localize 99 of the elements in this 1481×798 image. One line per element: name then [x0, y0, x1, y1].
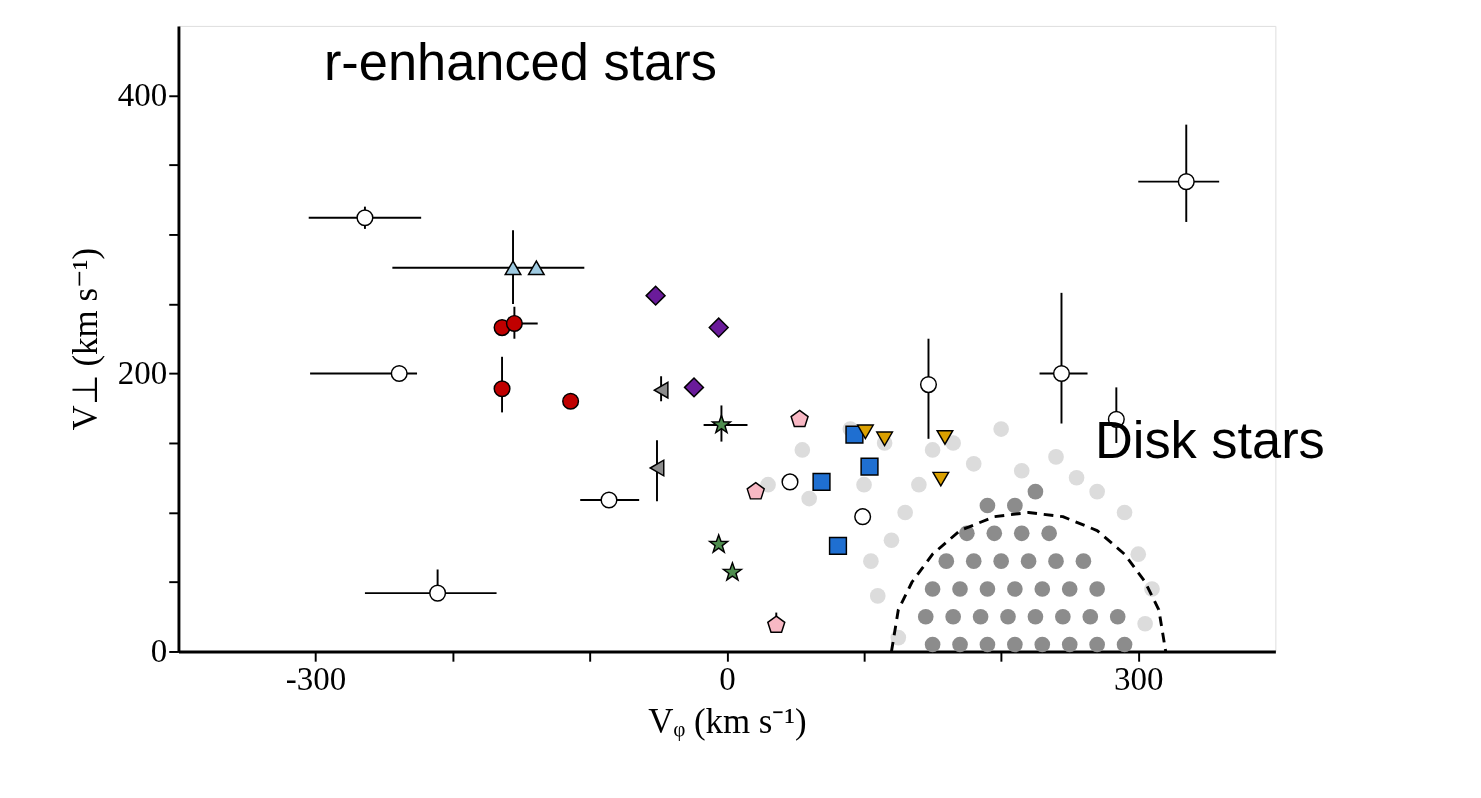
point	[1109, 608, 1126, 625]
point	[911, 476, 927, 493]
point	[794, 442, 811, 458]
point	[722, 562, 743, 581]
point	[828, 536, 848, 555]
point	[952, 636, 968, 653]
point	[979, 497, 996, 514]
point	[845, 425, 864, 444]
point	[860, 457, 879, 476]
point	[390, 364, 408, 383]
point	[1007, 581, 1023, 597]
point	[1116, 636, 1133, 653]
point	[897, 504, 913, 521]
y-tick-label: 400	[117, 76, 168, 113]
point	[965, 456, 982, 472]
point	[1013, 525, 1030, 542]
x-tick-label: 300	[1114, 660, 1164, 697]
point	[649, 459, 665, 477]
point	[504, 260, 522, 276]
point	[936, 429, 954, 445]
point	[1177, 173, 1195, 191]
point	[924, 581, 941, 597]
point	[493, 380, 511, 398]
point	[1007, 636, 1023, 653]
point	[760, 476, 776, 493]
annotation: Disk stars	[1094, 411, 1325, 470]
point	[1061, 636, 1078, 653]
point	[1052, 364, 1071, 383]
point	[1013, 462, 1030, 479]
point	[812, 472, 831, 492]
point	[919, 376, 938, 394]
point	[1061, 581, 1078, 597]
point	[1048, 553, 1064, 569]
point	[856, 476, 872, 493]
point	[993, 553, 1009, 569]
x-tick-label: 0	[719, 660, 736, 697]
point	[952, 581, 968, 597]
point	[917, 608, 934, 625]
point	[711, 414, 732, 434]
point	[993, 421, 1009, 437]
point	[1048, 449, 1064, 465]
point	[1027, 483, 1044, 500]
y-tick-label: 200	[117, 354, 168, 391]
y-tick-label: 0	[150, 632, 168, 669]
point	[1000, 608, 1016, 625]
point	[1089, 483, 1105, 500]
point	[562, 392, 580, 410]
point	[1055, 608, 1071, 625]
point	[1027, 608, 1044, 625]
point	[781, 473, 799, 491]
point	[1137, 615, 1153, 632]
point	[1034, 636, 1051, 653]
point	[1034, 581, 1051, 597]
point	[1068, 469, 1085, 486]
point	[645, 285, 666, 306]
point	[876, 431, 894, 447]
point	[801, 490, 818, 507]
x-tick-label: -300	[285, 660, 347, 697]
point	[527, 260, 545, 276]
point	[1007, 497, 1023, 514]
x-axis-title: Vᵩ (km s⁻¹)	[648, 702, 807, 742]
point	[790, 409, 809, 428]
point	[356, 209, 374, 227]
point	[746, 481, 765, 500]
point	[1089, 581, 1105, 597]
point	[945, 435, 961, 451]
point	[938, 553, 955, 569]
y-axis-title: V⊥ (km s⁻¹)	[65, 247, 105, 431]
point	[600, 491, 618, 509]
point	[767, 615, 786, 634]
point	[1020, 553, 1037, 569]
point	[979, 636, 996, 653]
point	[986, 525, 1003, 542]
point	[924, 636, 941, 653]
point	[708, 317, 729, 338]
point	[883, 532, 900, 549]
point	[1082, 608, 1099, 625]
point	[1089, 636, 1105, 653]
point	[683, 377, 705, 398]
point	[965, 553, 982, 569]
point	[1130, 546, 1147, 562]
point	[429, 584, 447, 602]
point	[890, 629, 907, 646]
point	[972, 608, 989, 625]
point	[979, 581, 996, 597]
point	[854, 508, 872, 526]
point	[924, 442, 941, 458]
point	[856, 424, 874, 440]
point	[505, 314, 523, 332]
annotation: r-enhanced stars	[323, 33, 717, 92]
point	[869, 588, 886, 604]
point	[1116, 504, 1133, 521]
point	[653, 381, 669, 399]
point	[1075, 553, 1092, 569]
point	[1041, 525, 1057, 542]
point	[708, 534, 729, 553]
point	[932, 471, 950, 487]
point	[863, 553, 879, 569]
point	[945, 608, 961, 625]
